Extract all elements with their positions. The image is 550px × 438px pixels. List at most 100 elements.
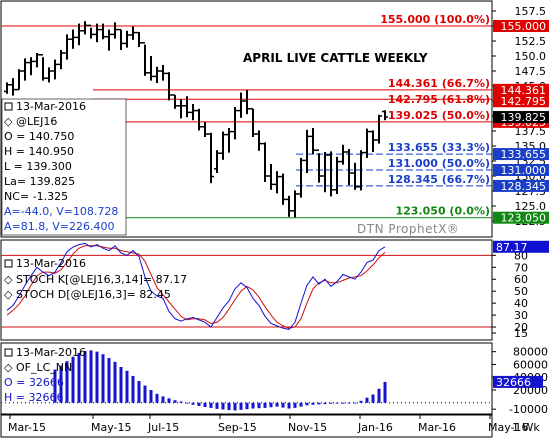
price-bar	[376, 114, 382, 144]
price-tick-label: 150.0	[515, 50, 547, 63]
pos-tick-label: 80000	[513, 346, 548, 359]
pos-last-text: 32666	[496, 376, 531, 389]
price-axis: 122.5125.0127.5130.0132.5135.0137.5140.0…	[491, 1, 549, 237]
diamond-icon: ◇	[4, 273, 13, 286]
position-bar	[77, 352, 81, 403]
info-stats-1: A=-44.0, V=108.728	[4, 205, 118, 218]
info-collapse-icon[interactable]	[4, 102, 13, 111]
price-bar	[148, 56, 154, 81]
level-tag	[493, 20, 549, 32]
diamond-icon: ◇	[4, 361, 13, 374]
price-bar	[88, 24, 94, 39]
position-bar	[281, 402, 285, 408]
position-bar	[113, 361, 117, 403]
level-tag	[493, 164, 549, 176]
position-bar	[125, 370, 129, 403]
price-bar	[364, 128, 370, 158]
price-bar	[208, 132, 214, 184]
level-tag	[493, 179, 549, 192]
price-axis-ticks: 122.5125.0127.5130.0132.5135.0137.5140.0…	[492, 5, 546, 228]
level-label: 142.795 (61.8%)	[388, 93, 490, 106]
price-bar	[232, 107, 238, 140]
pos-symbol: OF_LC_NN	[16, 361, 72, 374]
position-bar	[143, 385, 147, 403]
level-tag-text: 142.795	[501, 95, 547, 108]
level-tag	[493, 148, 549, 161]
time-tick-label: Mar-15	[8, 421, 46, 434]
price-bar	[250, 108, 256, 137]
price-bar	[346, 149, 352, 185]
price-bar	[160, 65, 166, 81]
stoch-last-tag	[493, 240, 549, 253]
price-bar	[238, 92, 244, 118]
price-tick-label: 152.5	[515, 35, 547, 48]
stochastic-info-box: 13-Mar-2016 ◇ STOCH K[@LEJ16,3,14]= 87.1…	[4, 257, 187, 301]
price-bar	[52, 59, 58, 80]
price-tick-label: 157.5	[515, 5, 547, 18]
level-label: 155.000 (100.0%)	[380, 13, 490, 26]
price-bar	[28, 57, 34, 76]
price-bar	[298, 158, 304, 198]
pos-tick-label: 60000	[513, 358, 548, 371]
price-bar	[382, 110, 388, 121]
price-bar	[196, 108, 202, 131]
position-bar	[53, 369, 57, 403]
price-bar	[214, 150, 220, 173]
price-bar	[340, 144, 346, 165]
position-info-box: 13-Mar-2016 ◇ OF_LC_NN O = 32666 H = 326…	[4, 346, 86, 404]
position-bar	[101, 354, 105, 403]
price-bar	[106, 29, 112, 51]
level-tag-text: 133.655	[501, 148, 547, 161]
price-bar	[40, 54, 46, 81]
position-bar	[197, 402, 201, 406]
position-axis: -100002000040000600008000032666	[491, 343, 548, 416]
position-bar	[311, 402, 315, 405]
price-bar	[292, 190, 298, 218]
price-bar	[94, 23, 100, 43]
stoch-collapse-icon[interactable]	[4, 259, 13, 268]
stoch-tick-label: 60	[514, 273, 528, 286]
time-tick-label: Jan-16	[357, 421, 393, 434]
price-bar	[70, 29, 76, 49]
price-bar	[352, 162, 358, 190]
pos-tick-label: -10000	[509, 403, 548, 416]
price-bar	[82, 21, 88, 35]
pos-collapse-icon[interactable]	[4, 348, 13, 357]
position-bar	[167, 398, 171, 403]
stoch-k-line	[6, 242, 386, 330]
price-bar	[16, 69, 22, 91]
stoch-tick-label: 15	[514, 327, 528, 340]
time-tick-label: May-16	[488, 421, 529, 434]
position-bar	[383, 381, 387, 403]
stochastic-panel: 13-Mar-2016 ◇ STOCH K[@LEJ16,3,14]= 87.1…	[0, 239, 493, 341]
stochastic-lines	[1, 242, 492, 330]
position-bar	[359, 400, 363, 403]
info-low: L = 139.300	[4, 160, 72, 173]
pos-high: H = 32666	[4, 391, 63, 404]
position-bar	[269, 402, 273, 408]
price-bar	[274, 171, 280, 194]
level-tag	[493, 95, 549, 108]
stoch-tick-label: 40	[514, 297, 528, 310]
price-bar	[358, 150, 364, 191]
position-axis-ticks: -100002000040000600008000032666	[492, 346, 548, 416]
level-tag-text: 123.050	[501, 212, 547, 225]
price-bar	[130, 26, 136, 40]
price-bar	[22, 58, 28, 81]
info-net-change: NC= -1.325	[4, 190, 68, 203]
price-bar	[112, 22, 118, 39]
interval-label[interactable]: 1 Wk	[512, 421, 540, 434]
price-bar	[184, 96, 190, 118]
position-bar	[179, 401, 183, 403]
stoch-last-text: 87.17	[496, 241, 528, 254]
price-bar	[46, 67, 52, 83]
level-label: 144.361 (66.7%)	[388, 77, 490, 90]
pos-last-tag	[493, 375, 543, 388]
diamond-icon: ◇	[4, 288, 13, 301]
price-bars	[4, 21, 388, 218]
info-high: H = 140.950	[4, 145, 74, 158]
price-bar	[280, 173, 286, 205]
price-bar	[316, 149, 322, 183]
info-last: La= 139.825	[4, 175, 75, 188]
